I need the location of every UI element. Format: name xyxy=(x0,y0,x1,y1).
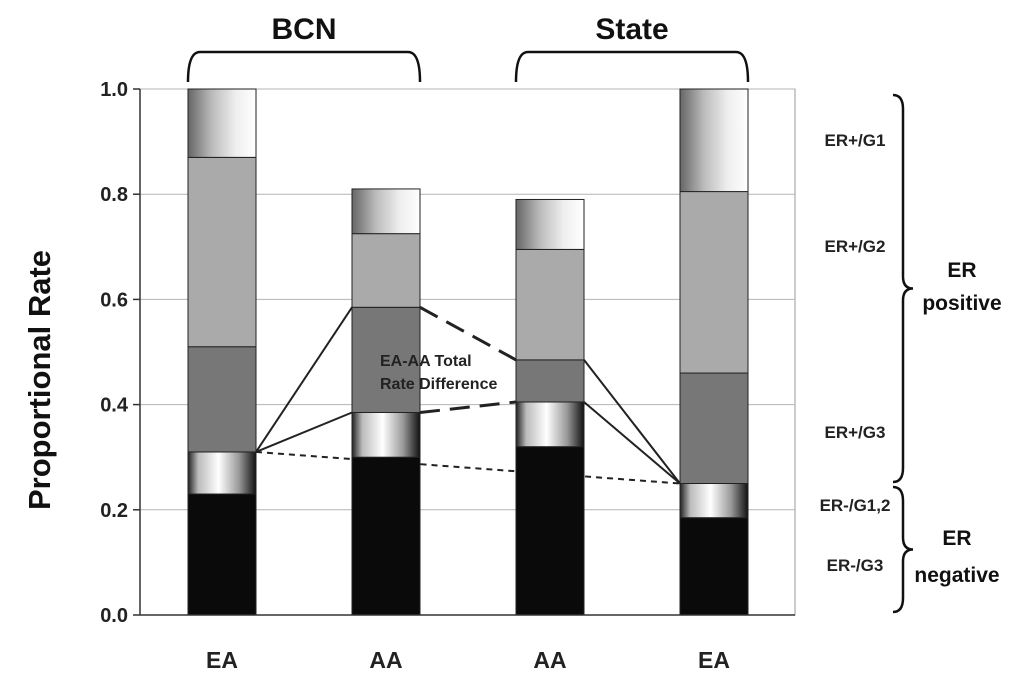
bar-segment-er-g2 xyxy=(187,156,257,348)
x-category-label: AA xyxy=(369,647,402,673)
y-tick-label: 0.2 xyxy=(100,500,128,522)
bar-segment-er-g1-2 xyxy=(515,401,585,448)
er-positive-brace xyxy=(892,93,914,484)
y-tick-label: 0.0 xyxy=(100,605,128,627)
connector-dashed-line xyxy=(419,305,517,362)
brace-label: positive xyxy=(922,292,1001,315)
bar-segment-er-g3 xyxy=(187,346,257,453)
er-negative-brace xyxy=(892,485,914,614)
connector-lines xyxy=(255,305,681,485)
bar-segment-er-g3 xyxy=(679,517,749,616)
segment-label-er-g1: ER+/G1 xyxy=(825,131,886,150)
bar-segment-er-g1 xyxy=(187,88,257,158)
annotation-text: EA-AA Total xyxy=(380,353,472,370)
brace-label: ER xyxy=(942,527,971,550)
connector-line xyxy=(583,359,681,485)
x-category-label: EA xyxy=(206,647,238,673)
bar-segment-er-g2 xyxy=(679,191,749,374)
bars xyxy=(187,88,749,616)
bar-segment-er-g3 xyxy=(351,456,421,616)
bar-segment-er-g3 xyxy=(679,372,749,485)
axes xyxy=(133,50,914,616)
connector-line xyxy=(255,411,353,453)
bar-segment-er-g3 xyxy=(351,306,421,413)
group-label: State xyxy=(595,13,668,46)
segment-label-er-g2: ER+/G2 xyxy=(825,237,886,256)
segment-label-er-g3: ER-/G3 xyxy=(827,556,884,575)
bar-segment-er-g3 xyxy=(515,446,585,616)
brace-label: negative xyxy=(914,564,999,587)
connector-dashed-line xyxy=(419,400,517,414)
y-tick-label: 0.4 xyxy=(100,395,129,417)
bar-segment-er-g1 xyxy=(515,198,585,250)
group-label: BCN xyxy=(272,13,337,46)
group-bracket xyxy=(514,50,750,83)
bar-segment-er-g1 xyxy=(679,88,749,193)
segment-label-er-g3: ER+/G3 xyxy=(825,423,886,442)
connector-line xyxy=(583,401,681,485)
y-tick-label: 0.8 xyxy=(100,184,128,206)
x-category-label: EA xyxy=(698,647,730,673)
annotation-text: Rate Difference xyxy=(380,376,497,393)
group-bracket xyxy=(186,50,422,83)
bar-segment-er-g3 xyxy=(515,359,585,403)
connector-dotted-line xyxy=(255,450,681,485)
connector-line xyxy=(255,306,353,453)
labels: 0.0 0.2 0.4 0.6 0.8 1.0 EA AA AA EA EA-AA Total Rat… xyxy=(22,13,1002,673)
y-axis-title: Proportional Rate xyxy=(22,250,57,510)
segment-label-er-g1-2: ER-/G1,2 xyxy=(820,496,891,515)
bar-segment-er-g2 xyxy=(351,233,421,308)
y-tick-label: 0.6 xyxy=(100,289,128,311)
bar-segment-er-g1-2 xyxy=(679,483,749,519)
bar-segment-er-g2 xyxy=(515,248,585,361)
y-tick-label: 1.0 xyxy=(100,79,128,101)
x-category-label: AA xyxy=(533,647,566,673)
brace-label: ER xyxy=(947,259,976,282)
bar-segment-er-g1-2 xyxy=(351,411,421,458)
bar-segment-er-g1-2 xyxy=(187,451,257,495)
bar-segment-er-g1 xyxy=(351,188,421,235)
bar-segment-er-g3 xyxy=(187,493,257,616)
